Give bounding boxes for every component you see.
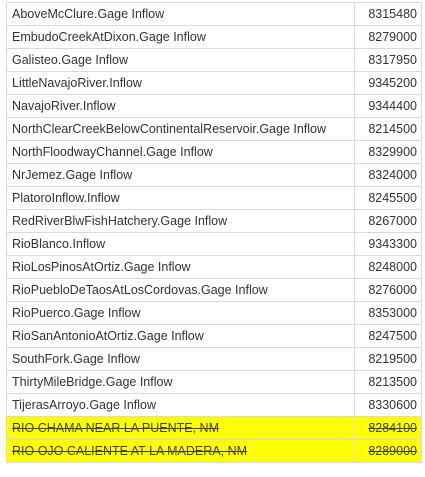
table-row[interactable]: NorthFloodwayChannel.Gage Inflow 8329900 bbox=[6, 140, 422, 164]
table-row[interactable]: EmbudoCreekAtDixon.Gage Inflow 8279000 bbox=[6, 25, 422, 49]
table-row[interactable]: NorthClearCreekBelowContinentalReservoir… bbox=[6, 117, 422, 141]
gage-table-body: AboveMcClure.Gage Inflow 8315480 EmbudoCr… bbox=[6, 2, 422, 463]
gage-name-cell[interactable]: TijerasArroyo.Gage Inflow bbox=[6, 393, 355, 417]
table-row[interactable]: ThirtyMileBridge.Gage Inflow 8213500 bbox=[6, 370, 422, 394]
gage-code-cell[interactable]: 9344400 bbox=[354, 94, 422, 118]
gage-name-cell[interactable]: RioPuebloDeTaosAtLosCordovas.Gage Inflow bbox=[6, 278, 355, 302]
table-row[interactable]: NavajoRiver.Inflow 9344400 bbox=[6, 94, 422, 118]
gage-name-cell[interactable]: NrJemez.Gage Inflow bbox=[6, 163, 355, 187]
gage-code-cell[interactable]: 8276000 bbox=[354, 278, 422, 302]
gage-name-cell[interactable]: RioSanAntonioAtOrtiz.Gage Inflow bbox=[6, 324, 355, 348]
gage-code-cell[interactable]: 8289000 bbox=[354, 439, 422, 463]
gage-code-cell[interactable]: 8315480 bbox=[354, 2, 422, 26]
gage-code-cell[interactable]: 8324000 bbox=[354, 163, 422, 187]
gage-code-cell[interactable]: 8219500 bbox=[354, 347, 422, 371]
table-row[interactable]: RioSanAntonioAtOrtiz.Gage Inflow 8247500 bbox=[6, 324, 422, 348]
gage-code-cell[interactable]: 8213500 bbox=[354, 370, 422, 394]
gage-name-cell[interactable]: ThirtyMileBridge.Gage Inflow bbox=[6, 370, 355, 394]
gage-code-cell[interactable]: 8214500 bbox=[354, 117, 422, 141]
table-row[interactable]: SouthFork.Gage Inflow 8219500 bbox=[6, 347, 422, 371]
gage-name-cell[interactable]: EmbudoCreekAtDixon.Gage Inflow bbox=[6, 25, 355, 49]
gage-name-cell[interactable]: PlatoroInflow.Inflow bbox=[6, 186, 355, 210]
gage-code-cell[interactable]: 8330600 bbox=[354, 393, 422, 417]
gage-code-cell[interactable]: 8247500 bbox=[354, 324, 422, 348]
table-row[interactable]: RioBlanco.Inflow 9343300 bbox=[6, 232, 422, 256]
gage-name-cell[interactable]: RIO CHAMA NEAR LA PUENTE, NM bbox=[6, 416, 355, 440]
gage-name-cell[interactable]: NorthClearCreekBelowContinentalReservoir… bbox=[6, 117, 355, 141]
gage-name-cell[interactable]: NavajoRiver.Inflow bbox=[6, 94, 355, 118]
gage-name-cell[interactable]: Galisteo.Gage Inflow bbox=[6, 48, 355, 72]
highlighted-row[interactable]: RIO CHAMA NEAR LA PUENTE, NM 8284100 bbox=[6, 416, 422, 440]
gage-code-cell[interactable]: 8284100 bbox=[354, 416, 422, 440]
table-row[interactable]: AboveMcClure.Gage Inflow 8315480 bbox=[6, 2, 422, 26]
gage-code-cell[interactable]: 9345200 bbox=[354, 71, 422, 95]
gage-code-cell[interactable]: 8248000 bbox=[354, 255, 422, 279]
table-row[interactable]: NrJemez.Gage Inflow 8324000 bbox=[6, 163, 422, 187]
spreadsheet: AboveMcClure.Gage Inflow 8315480 EmbudoCr… bbox=[6, 2, 422, 463]
gage-name-cell[interactable]: RioBlanco.Inflow bbox=[6, 232, 355, 256]
gage-code-cell[interactable]: 8317950 bbox=[354, 48, 422, 72]
table-row[interactable]: RedRiverBlwFishHatchery.Gage Inflow 82670… bbox=[6, 209, 422, 233]
table-row[interactable]: PlatoroInflow.Inflow 8245500 bbox=[6, 186, 422, 210]
gage-code-cell[interactable]: 8267000 bbox=[354, 209, 422, 233]
gage-name-cell[interactable]: RioLosPinosAtOrtiz.Gage Inflow bbox=[6, 255, 355, 279]
gage-code-cell[interactable]: 8353000 bbox=[354, 301, 422, 325]
gage-table: AboveMcClure.Gage Inflow 8315480 EmbudoCr… bbox=[6, 2, 422, 463]
table-row[interactable]: RioPuebloDeTaosAtLosCordovas.Gage Inflow… bbox=[6, 278, 422, 302]
table-row[interactable]: RioPuerco.Gage Inflow 8353000 bbox=[6, 301, 422, 325]
gage-code-cell[interactable]: 9343300 bbox=[354, 232, 422, 256]
table-row[interactable]: TijerasArroyo.Gage Inflow 8330600 bbox=[6, 393, 422, 417]
gage-name-cell[interactable]: RedRiverBlwFishHatchery.Gage Inflow bbox=[6, 209, 355, 233]
gage-name-cell[interactable]: RioPuerco.Gage Inflow bbox=[6, 301, 355, 325]
gage-name-cell[interactable]: RIO OJO CALIENTE AT LA MADERA, NM bbox=[6, 439, 355, 463]
table-row[interactable]: LittleNavajoRiver.Inflow 9345200 bbox=[6, 71, 422, 95]
gage-name-cell[interactable]: LittleNavajoRiver.Inflow bbox=[6, 71, 355, 95]
gage-code-cell[interactable]: 8279000 bbox=[354, 25, 422, 49]
gage-name-cell[interactable]: NorthFloodwayChannel.Gage Inflow bbox=[6, 140, 355, 164]
gage-name-cell[interactable]: SouthFork.Gage Inflow bbox=[6, 347, 355, 371]
gage-code-cell[interactable]: 8245500 bbox=[354, 186, 422, 210]
table-row[interactable]: RioLosPinosAtOrtiz.Gage Inflow 8248000 bbox=[6, 255, 422, 279]
gage-code-cell[interactable]: 8329900 bbox=[354, 140, 422, 164]
highlighted-row[interactable]: RIO OJO CALIENTE AT LA MADERA, NM 8289000 bbox=[6, 439, 422, 463]
table-row[interactable]: Galisteo.Gage Inflow 8317950 bbox=[6, 48, 422, 72]
gage-name-cell[interactable]: AboveMcClure.Gage Inflow bbox=[6, 2, 355, 26]
